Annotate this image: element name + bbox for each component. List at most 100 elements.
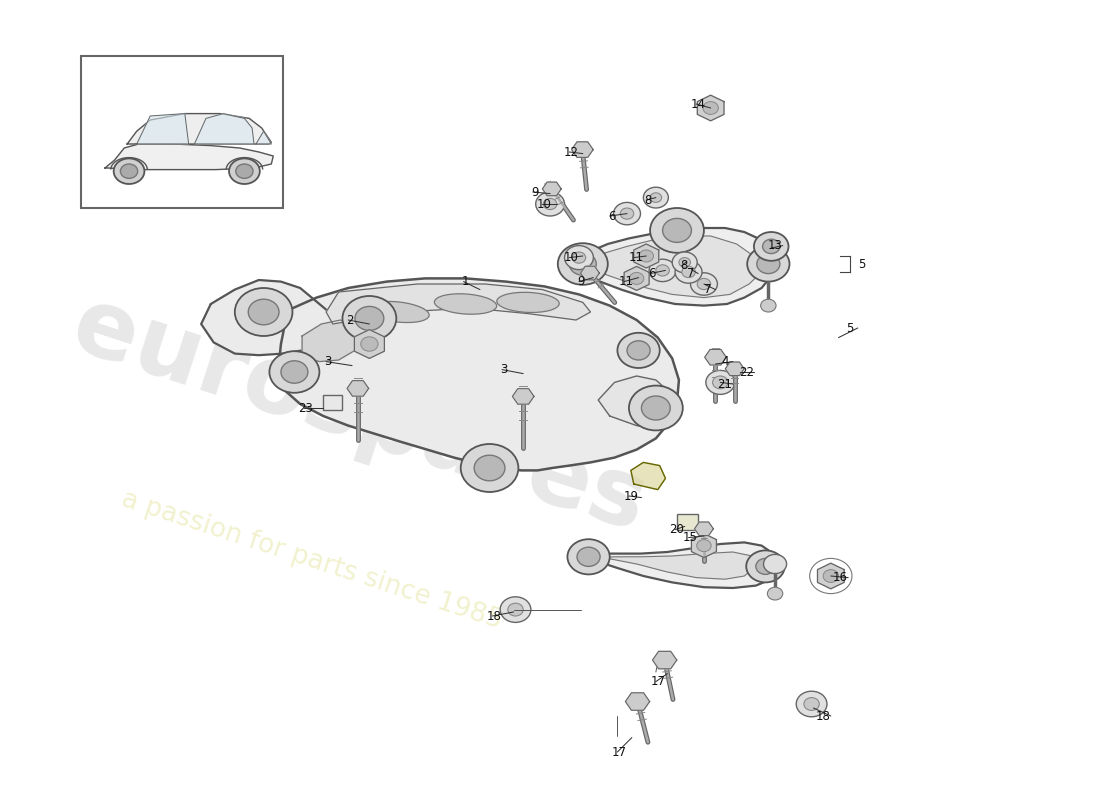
Circle shape [564, 246, 593, 270]
Ellipse shape [434, 294, 497, 314]
Circle shape [697, 278, 711, 290]
Circle shape [568, 539, 609, 574]
Text: 15: 15 [683, 531, 697, 544]
Circle shape [650, 193, 661, 202]
Polygon shape [626, 693, 650, 710]
Polygon shape [705, 350, 726, 365]
Polygon shape [570, 228, 776, 306]
Circle shape [235, 164, 253, 178]
Text: 18: 18 [487, 610, 502, 622]
Circle shape [644, 187, 669, 208]
Text: 21: 21 [717, 378, 733, 390]
Text: 20: 20 [670, 523, 684, 536]
Text: 23: 23 [298, 402, 314, 414]
Circle shape [757, 254, 780, 274]
Circle shape [543, 198, 557, 210]
Circle shape [536, 192, 564, 216]
Circle shape [572, 252, 585, 263]
Circle shape [754, 232, 789, 261]
Text: 12: 12 [564, 146, 579, 158]
Text: 6: 6 [648, 267, 656, 280]
Circle shape [656, 265, 669, 276]
Polygon shape [195, 114, 254, 144]
Text: 8: 8 [680, 259, 688, 272]
Text: 3: 3 [324, 355, 332, 368]
Circle shape [234, 288, 293, 336]
Polygon shape [631, 462, 666, 490]
Polygon shape [348, 381, 369, 396]
Circle shape [113, 158, 144, 184]
Ellipse shape [497, 292, 559, 313]
Polygon shape [598, 376, 675, 428]
Polygon shape [583, 236, 761, 298]
Circle shape [639, 250, 653, 262]
Circle shape [762, 239, 780, 254]
Circle shape [691, 273, 717, 295]
Text: 13: 13 [768, 239, 782, 252]
Circle shape [763, 554, 786, 574]
Polygon shape [513, 389, 534, 404]
Text: 14: 14 [691, 98, 706, 110]
Polygon shape [278, 278, 679, 470]
Text: 22: 22 [739, 366, 754, 378]
Circle shape [558, 243, 608, 285]
Polygon shape [652, 651, 676, 669]
Text: 19: 19 [624, 490, 638, 502]
Text: 17: 17 [612, 746, 627, 758]
Text: 5: 5 [846, 322, 854, 334]
Text: 10: 10 [564, 251, 579, 264]
Circle shape [570, 253, 596, 275]
Text: 17: 17 [650, 675, 666, 688]
Polygon shape [135, 114, 189, 144]
Polygon shape [256, 131, 272, 144]
Polygon shape [542, 182, 561, 196]
Polygon shape [725, 362, 744, 375]
Circle shape [675, 261, 702, 283]
Circle shape [756, 558, 775, 574]
Text: 11: 11 [628, 251, 643, 264]
Circle shape [342, 296, 396, 341]
Circle shape [229, 158, 260, 184]
Text: 8: 8 [645, 194, 652, 206]
Circle shape [696, 540, 711, 552]
Circle shape [508, 603, 524, 616]
Polygon shape [601, 552, 756, 579]
Circle shape [650, 208, 704, 253]
Circle shape [641, 396, 670, 420]
Polygon shape [697, 95, 724, 121]
Circle shape [270, 351, 319, 393]
Circle shape [703, 102, 718, 114]
Circle shape [461, 444, 518, 492]
Text: eurospares: eurospares [62, 280, 658, 552]
Polygon shape [572, 142, 593, 158]
Text: 7: 7 [704, 283, 712, 296]
Circle shape [662, 218, 692, 242]
Text: 9: 9 [578, 275, 584, 288]
Polygon shape [581, 542, 776, 588]
Circle shape [614, 202, 640, 225]
Polygon shape [581, 266, 600, 280]
Text: 4: 4 [722, 355, 729, 368]
Text: 2: 2 [346, 314, 354, 326]
Circle shape [361, 337, 378, 351]
Circle shape [706, 370, 735, 394]
Circle shape [796, 691, 827, 717]
Text: 3: 3 [500, 363, 508, 376]
Text: 6: 6 [608, 210, 615, 222]
Polygon shape [128, 114, 272, 144]
Circle shape [620, 208, 634, 219]
Circle shape [682, 266, 695, 278]
Text: 18: 18 [816, 710, 831, 722]
Polygon shape [326, 284, 591, 324]
Polygon shape [634, 244, 659, 268]
Polygon shape [104, 144, 273, 170]
Circle shape [713, 376, 728, 389]
Polygon shape [302, 320, 360, 362]
Circle shape [629, 386, 683, 430]
Bar [81, 56, 283, 208]
Bar [676, 514, 698, 530]
Text: 7: 7 [686, 267, 694, 280]
Circle shape [627, 341, 650, 360]
Circle shape [474, 455, 505, 481]
Circle shape [617, 333, 660, 368]
